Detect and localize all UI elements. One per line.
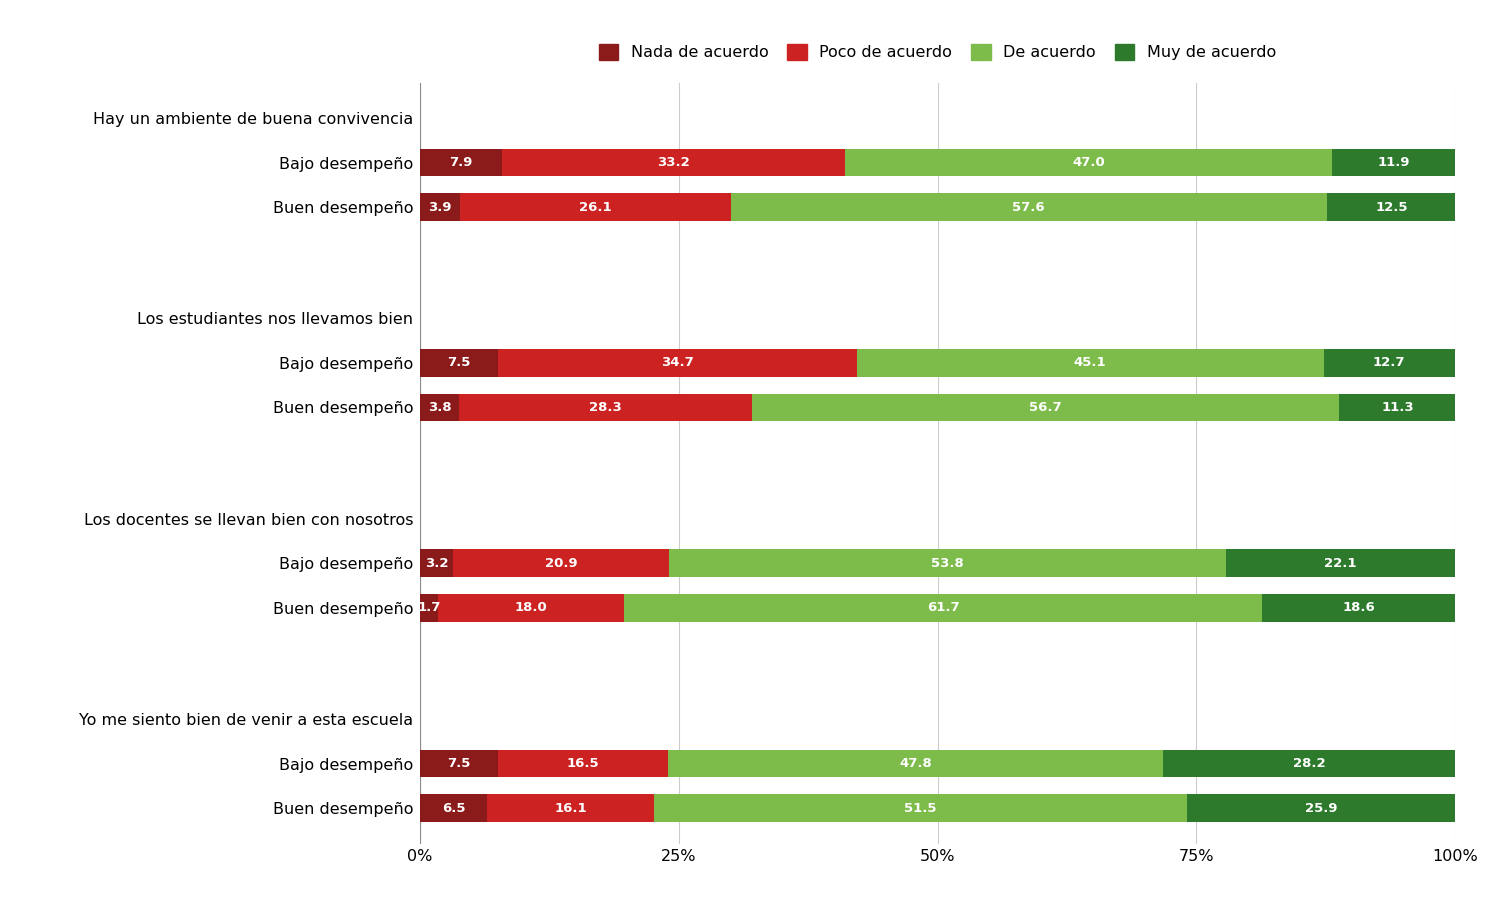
Text: 7.5: 7.5 <box>447 757 471 770</box>
Text: 25.9: 25.9 <box>1305 801 1336 814</box>
Bar <box>498 750 669 778</box>
Text: 56.7: 56.7 <box>1029 401 1062 414</box>
Text: 28.3: 28.3 <box>590 401 622 414</box>
Bar <box>420 349 498 377</box>
Bar <box>1332 149 1455 176</box>
Bar <box>420 549 453 577</box>
Bar <box>1323 349 1455 377</box>
Bar <box>1326 193 1456 221</box>
Text: 26.1: 26.1 <box>579 201 612 214</box>
Bar <box>1340 393 1456 421</box>
Text: 33.2: 33.2 <box>657 156 690 169</box>
Text: 61.7: 61.7 <box>927 602 960 614</box>
Text: 16.5: 16.5 <box>567 757 600 770</box>
Bar <box>1162 750 1455 778</box>
Bar <box>460 193 730 221</box>
Bar <box>730 193 1326 221</box>
Text: 7.9: 7.9 <box>448 156 472 169</box>
Text: 6.5: 6.5 <box>442 801 465 814</box>
Bar <box>1227 549 1455 577</box>
Text: 20.9: 20.9 <box>544 557 578 569</box>
Text: 18.6: 18.6 <box>1342 602 1376 614</box>
Bar <box>654 794 1186 822</box>
Legend: Nada de acuerdo, Poco de acuerdo, De acuerdo, Muy de acuerdo: Nada de acuerdo, Poco de acuerdo, De acu… <box>592 38 1282 67</box>
Text: 57.6: 57.6 <box>1013 201 1046 214</box>
Text: 11.3: 11.3 <box>1382 401 1414 414</box>
Text: 3.9: 3.9 <box>429 201 451 214</box>
Text: 45.1: 45.1 <box>1074 357 1107 370</box>
Text: 34.7: 34.7 <box>662 357 693 370</box>
Text: 47.8: 47.8 <box>900 757 932 770</box>
Text: 1.7: 1.7 <box>417 602 441 614</box>
Text: 7.5: 7.5 <box>447 357 471 370</box>
Text: 3.8: 3.8 <box>427 401 451 414</box>
Text: 18.0: 18.0 <box>514 602 548 614</box>
Bar <box>453 549 669 577</box>
Bar <box>420 594 438 622</box>
Bar <box>420 393 459 421</box>
Text: 12.7: 12.7 <box>1372 357 1406 370</box>
Bar <box>624 594 1263 622</box>
Text: 12.5: 12.5 <box>1376 201 1407 214</box>
Text: 51.5: 51.5 <box>904 801 936 814</box>
Bar <box>1263 594 1455 622</box>
Bar <box>420 794 488 822</box>
Text: 3.2: 3.2 <box>424 557 448 569</box>
Text: 22.1: 22.1 <box>1324 557 1358 569</box>
Bar <box>503 149 846 176</box>
Bar <box>420 193 460 221</box>
Bar <box>752 393 1340 421</box>
Bar <box>488 794 654 822</box>
Text: 11.9: 11.9 <box>1377 156 1410 169</box>
Bar <box>669 549 1227 577</box>
Text: 28.2: 28.2 <box>1293 757 1326 770</box>
Text: 53.8: 53.8 <box>932 557 964 569</box>
Bar <box>1186 794 1455 822</box>
Bar <box>846 149 1332 176</box>
Bar <box>420 149 503 176</box>
Bar <box>459 393 752 421</box>
Text: 47.0: 47.0 <box>1072 156 1106 169</box>
Bar <box>438 594 624 622</box>
Bar <box>856 349 1323 377</box>
Text: 16.1: 16.1 <box>555 801 586 814</box>
Bar <box>669 750 1162 778</box>
Bar <box>420 750 498 778</box>
Bar <box>498 349 856 377</box>
